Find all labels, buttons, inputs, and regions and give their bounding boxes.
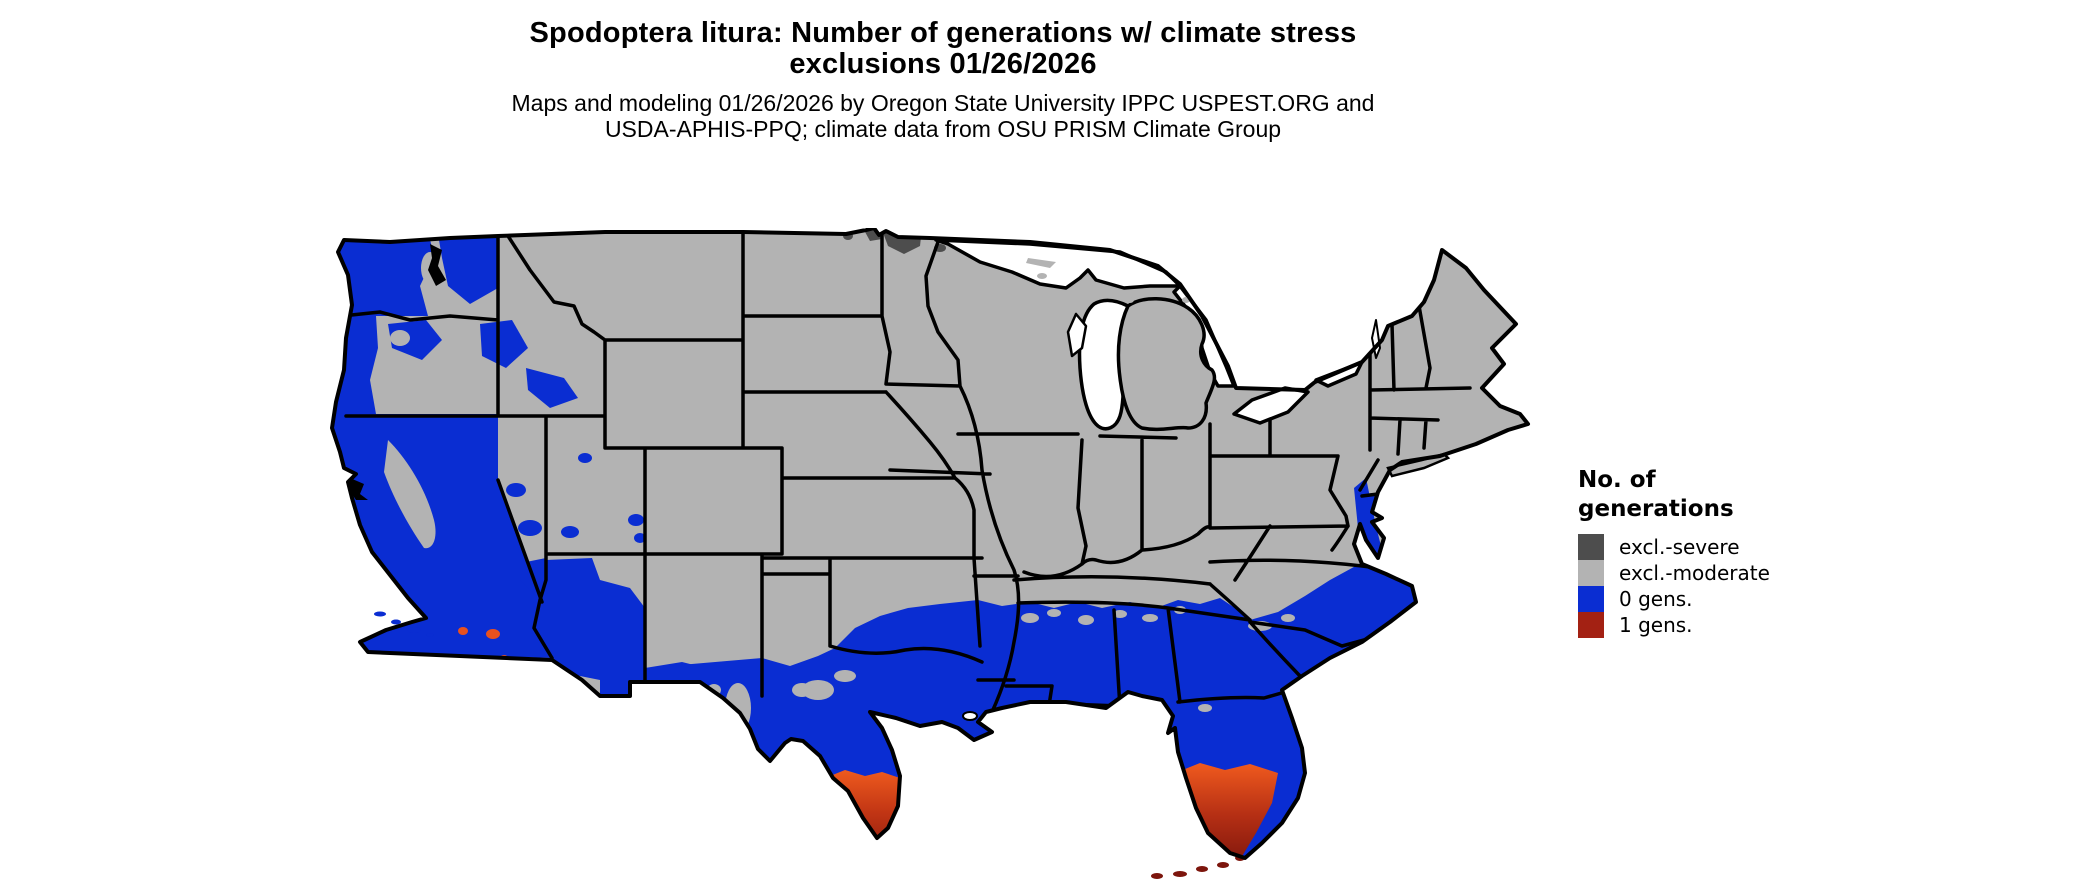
- legend-swatch-excl-severe: [1578, 534, 1604, 560]
- legend-row-0-gens: 0 gens.: [1578, 586, 1838, 612]
- lake-erie: [1232, 386, 1310, 425]
- us-map: [330, 226, 1542, 892]
- puget-sound: [428, 244, 446, 286]
- apostle-islands: [1037, 273, 1047, 279]
- legend-row-excl-severe: excl.-severe: [1578, 534, 1838, 560]
- lake-pontchartrain: [962, 711, 978, 721]
- legend-swatch-1-gens: [1578, 612, 1604, 638]
- legend-label-1-gens: 1 gens.: [1619, 613, 1693, 637]
- channel-islands: [374, 611, 434, 637]
- title-line-2: exclusions 01/26/2026: [789, 48, 1097, 80]
- legend-label-0-gens: 0 gens.: [1619, 587, 1693, 611]
- figure-subtitle: Maps and modeling 01/26/2026 by Oregon S…: [0, 90, 1886, 142]
- subtitle-line-1: Maps and modeling 01/26/2026 by Oregon S…: [511, 90, 1375, 116]
- legend-row-1-gens: 1 gens.: [1578, 612, 1838, 638]
- lake-island: [1126, 297, 1134, 303]
- legend-label-excl-severe: excl.-severe: [1619, 535, 1740, 559]
- legend-rows: excl.-severe excl.-moderate 0 gens. 1 ge…: [1578, 534, 1838, 638]
- green-bay: [1066, 312, 1088, 358]
- legend-swatch-excl-moderate: [1578, 560, 1604, 586]
- map-texture-gray-patches: [384, 252, 1295, 733]
- legend-row-excl-moderate: excl.-moderate: [1578, 560, 1838, 586]
- florida-keys: [1151, 855, 1245, 879]
- legend-swatch-0-gens: [1578, 586, 1604, 612]
- michigan-mitten: [1116, 297, 1217, 432]
- legend-title-line-1: No. of: [1578, 467, 1656, 493]
- subtitle-line-2: USDA-APHIS-PPQ; climate data from OSU PR…: [604, 116, 1282, 142]
- lake-champlain: [1371, 319, 1381, 359]
- legend-label-excl-moderate: excl.-moderate: [1619, 561, 1770, 585]
- figure-title: Spodoptera litura: Number of generations…: [0, 18, 1886, 80]
- state-borders: [340, 230, 1472, 714]
- legend-title: No. of generations: [1578, 466, 1838, 524]
- map-legend: No. of generations excl.-severe excl.-mo…: [1578, 466, 1838, 638]
- isle-royale-island: [1026, 258, 1056, 268]
- legend-title-line-2: generations: [1578, 496, 1734, 522]
- title-line-1: Spodoptera litura: Number of generations…: [529, 17, 1357, 49]
- us-map-svg: [330, 226, 1530, 879]
